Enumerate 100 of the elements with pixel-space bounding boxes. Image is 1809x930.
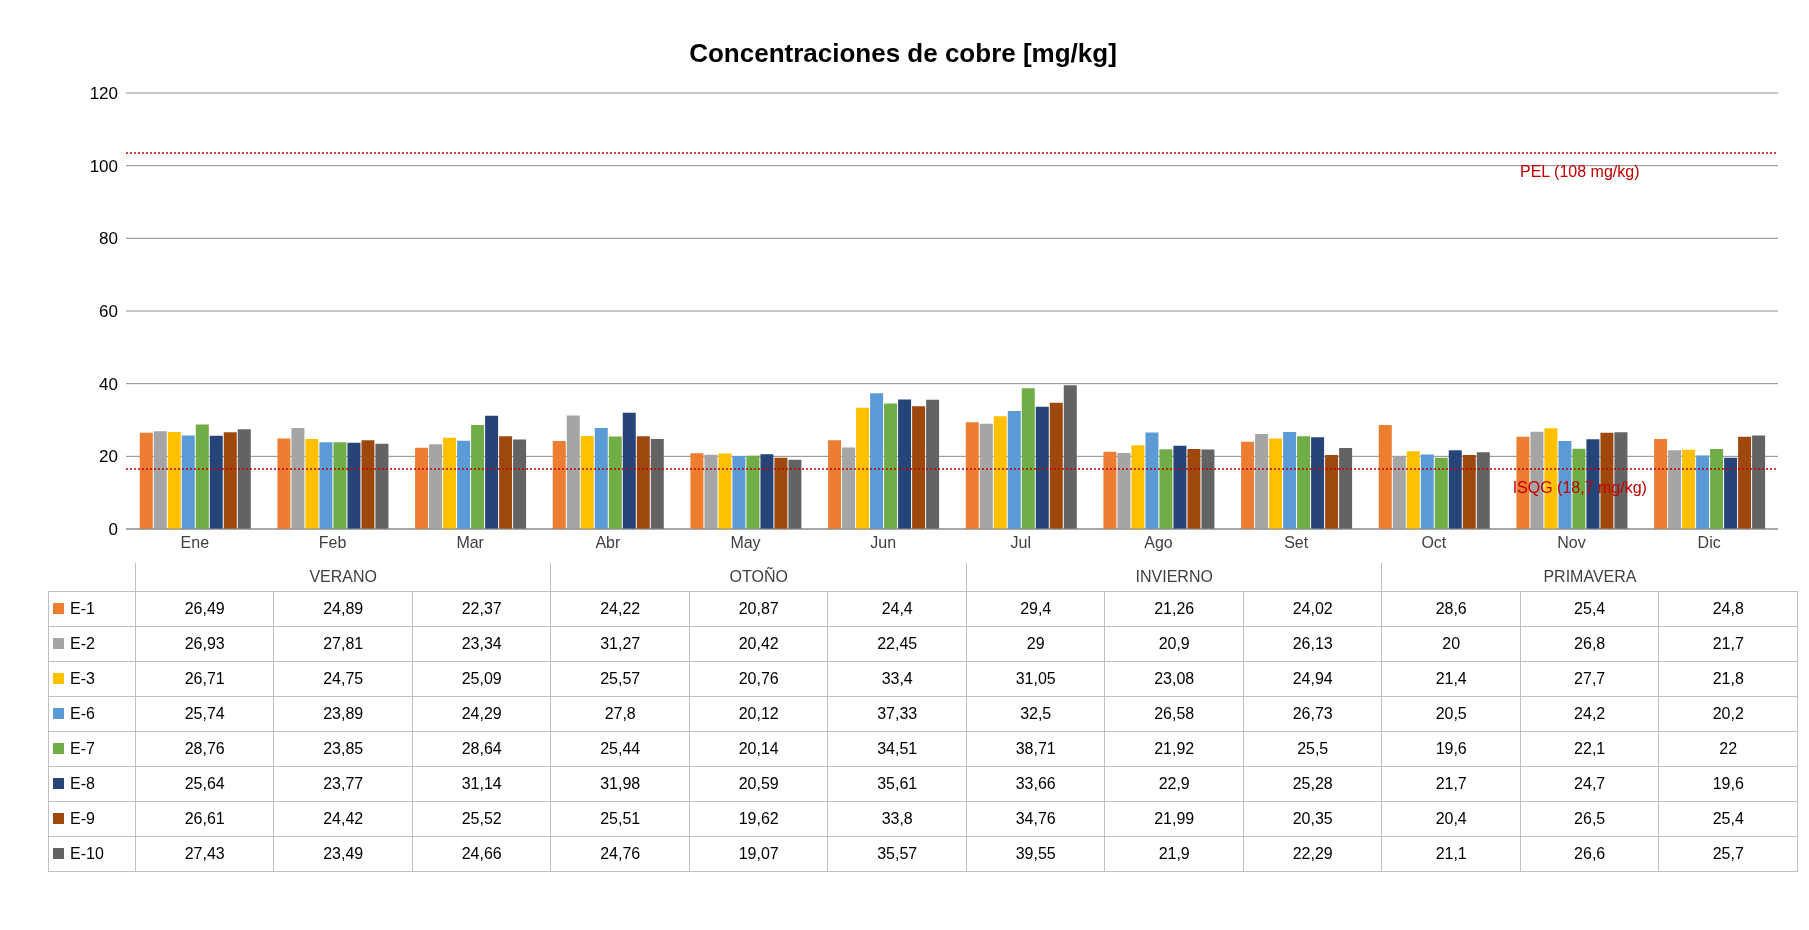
text: OTOÑO [550,563,967,591]
data-label: 25,09 [412,661,551,696]
data-label: 28,6 [1381,591,1521,626]
x-tick-label: Oct [1421,534,1447,552]
data-label: 27,7 [1520,661,1659,696]
data-label: 23,77 [273,766,413,801]
data-label: 23,08 [1104,661,1244,696]
y-tick-label: 120 [89,84,118,104]
data-label: 23,85 [273,731,413,766]
data-label: 22,9 [1104,766,1244,801]
data-label: 35,61 [827,766,967,801]
data-label: 26,13 [1243,626,1382,661]
y-tick-label: 100 [89,156,118,176]
data-label: 22,29 [1243,836,1382,871]
data-label: 21,4 [1381,661,1521,696]
y-tick-label: 40 [99,374,118,394]
data-label: 31,98 [550,766,690,801]
data-label: 26,5 [1520,801,1659,836]
x-tick-label: Jul [1010,534,1032,552]
x-tick-label: Abr [595,534,621,552]
data-label: 23,89 [273,696,413,731]
data-label: 21,26 [1104,591,1244,626]
chart-title: Concentraciones de cobre [mg/kg] [688,37,1118,70]
data-label: 26,61 [135,801,274,836]
data-label: 26,93 [135,626,274,661]
data-label: 34,51 [827,731,967,766]
data-label: 24,94 [1243,661,1382,696]
data-label: 19,07 [689,836,828,871]
ref-line-label: PEL (108 mg/kg) [1520,162,1640,180]
x-tick-label: Dic [1697,534,1721,552]
data-label: 26,71 [135,661,274,696]
data-label: 20,14 [689,731,828,766]
data-label: 21,7 [1658,626,1798,661]
data-label: 29,4 [966,591,1105,626]
data-label: 21,7 [1381,766,1521,801]
x-tick-label: Jun [870,534,897,552]
text: INVIERNO [966,563,1382,591]
data-label: 20,42 [689,626,828,661]
data-label: 23,34 [412,626,551,661]
data-label: 20,9 [1104,626,1244,661]
data-label: 26,49 [135,591,274,626]
data-label: 23,49 [273,836,413,871]
data-label: 25,57 [550,661,690,696]
data-label: 31,27 [550,626,690,661]
data-label: 21,92 [1104,731,1244,766]
data-label: 25,64 [135,766,274,801]
data-label: 24,42 [273,801,413,836]
data-label: 19,6 [1658,766,1798,801]
data-label: 24,02 [1243,591,1382,626]
data-label: 34,76 [966,801,1105,836]
data-label: 32,5 [966,696,1105,731]
data-label: 35,57 [827,836,967,871]
data-label: 29 [966,626,1105,661]
legend-label: E-10 [48,836,136,871]
data-label: 19,62 [689,801,828,836]
data-label: 24,76 [550,836,690,871]
data-label: 31,05 [966,661,1105,696]
text: PRIMAVERA [1381,563,1798,591]
data-label: 24,2 [1520,696,1659,731]
data-label: 20,12 [689,696,828,731]
data-label: 25,5 [1243,731,1382,766]
data-label: 24,22 [550,591,690,626]
data-label: 20,87 [689,591,828,626]
data-label: 25,4 [1520,591,1659,626]
data-label: 25,4 [1658,801,1798,836]
data-label: 33,4 [827,661,967,696]
data-label: 22 [1658,731,1798,766]
legend-label: E-6 [48,696,136,731]
x-tick-label: Ago [1144,534,1173,552]
legend-label: E-1 [48,591,136,626]
data-label: 25,52 [412,801,551,836]
legend-label: E-7 [48,731,136,766]
x-tick-label: Feb [318,534,347,552]
x-tick-label: Ene [180,534,210,552]
x-tick-label: Mar [456,534,485,552]
data-label: 26,73 [1243,696,1382,731]
data-label: 20,2 [1658,696,1798,731]
data-label: 21,8 [1658,661,1798,696]
data-label: 20,76 [689,661,828,696]
data-label: 24,89 [273,591,413,626]
data-label: 19,6 [1381,731,1521,766]
data-label: 22,1 [1520,731,1659,766]
data-label: 21,99 [1104,801,1244,836]
data-label: 25,28 [1243,766,1382,801]
data-label: 26,8 [1520,626,1659,661]
data-label: 20 [1381,626,1521,661]
legend-label: E-3 [48,661,136,696]
data-label: 25,7 [1658,836,1798,871]
data-label: 25,51 [550,801,690,836]
data-label: 27,81 [273,626,413,661]
data-label: 33,8 [827,801,967,836]
data-label: 28,64 [412,731,551,766]
data-label: 31,14 [412,766,551,801]
data-label: 24,7 [1520,766,1659,801]
data-label: 20,35 [1243,801,1382,836]
text: VERANO [135,563,551,591]
data-label: 22,45 [827,626,967,661]
data-label: 28,76 [135,731,274,766]
y-tick-label: 60 [99,302,118,322]
legend-label: E-8 [48,766,136,801]
